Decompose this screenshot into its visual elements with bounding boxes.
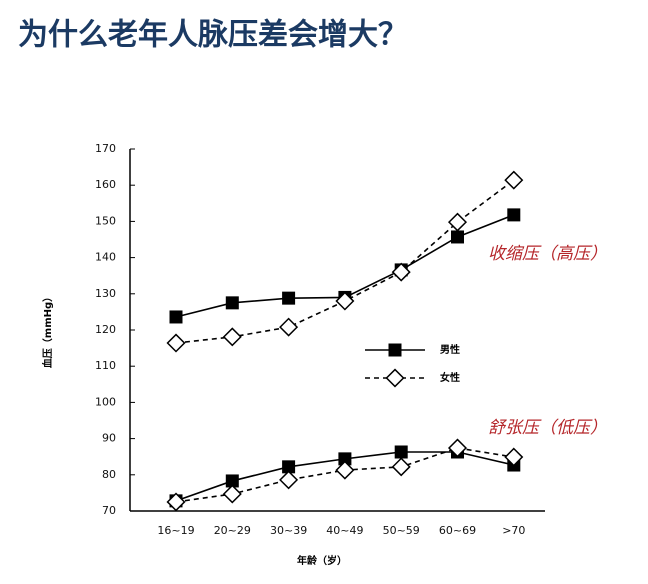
y-tick-label: 130 — [95, 287, 116, 300]
point — [391, 262, 411, 282]
legend-label: 男性 — [440, 343, 460, 356]
legend-marker — [388, 343, 402, 357]
point — [447, 438, 468, 458]
series-line — [175, 179, 515, 344]
y-tick-label: 110 — [95, 359, 116, 372]
y-tick-label: 90 — [102, 432, 116, 445]
y-tick-label: 70 — [102, 504, 116, 517]
x-tick-label: 40~49 — [326, 524, 363, 537]
point — [225, 296, 239, 310]
legend-marker — [385, 368, 405, 388]
point — [222, 327, 242, 347]
y-tick-label: 140 — [95, 251, 116, 264]
point — [451, 230, 464, 244]
point — [166, 333, 186, 353]
legend-label: 女性 — [440, 371, 460, 384]
x-tick-label: >70 — [502, 524, 525, 537]
y-tick-label: 120 — [95, 323, 116, 336]
point — [225, 474, 239, 488]
point — [222, 484, 242, 504]
y-tick-label: 80 — [102, 468, 116, 481]
point — [504, 447, 524, 467]
point — [335, 460, 355, 480]
annotation: 舒张压（低压） — [488, 418, 607, 438]
point — [335, 291, 355, 311]
y-axis-label: 血压（mmHg） — [41, 292, 54, 368]
x-tick-label: 16~19 — [157, 524, 194, 537]
point — [279, 470, 299, 490]
chart-title: 为什么老年人脉压差会增大？ — [18, 18, 408, 53]
point — [166, 492, 186, 512]
x-tick-label: 20~29 — [214, 524, 251, 537]
point — [504, 170, 524, 190]
x-axis-label: 年龄（岁） — [297, 554, 347, 567]
y-tick-label: 100 — [95, 395, 116, 408]
point — [279, 317, 299, 337]
point — [447, 212, 468, 232]
x-tick-label: 30~39 — [270, 524, 307, 537]
point — [169, 310, 183, 324]
point — [338, 452, 352, 466]
x-tick-label: 50~59 — [383, 524, 420, 537]
point — [507, 208, 521, 222]
y-tick-label: 160 — [95, 178, 116, 191]
point — [394, 445, 408, 459]
point — [391, 457, 411, 477]
y-tick-label: 150 — [95, 214, 116, 227]
point — [282, 460, 296, 474]
point — [282, 291, 296, 305]
annotation: 收缩压（高压） — [488, 244, 607, 264]
y-tick-label: 170 — [95, 142, 116, 155]
x-tick-label: 60~69 — [439, 524, 476, 537]
